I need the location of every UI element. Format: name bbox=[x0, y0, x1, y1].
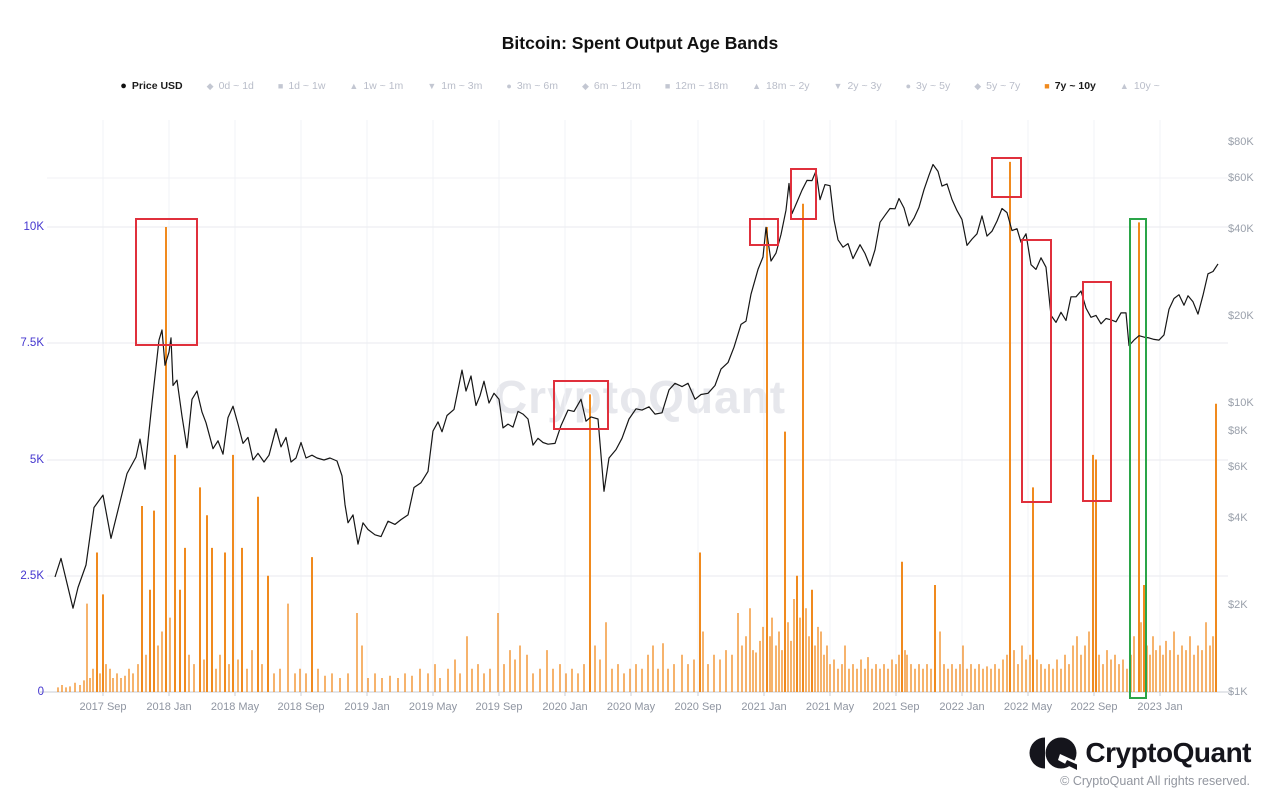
legend-marker-icon: ▲ bbox=[752, 80, 762, 91]
legend-item-1m-3m[interactable]: ▼ 1m ~ 3m bbox=[427, 80, 482, 92]
legend-marker-icon: ■ bbox=[1044, 80, 1050, 91]
legend-item-0d-1d[interactable]: ◆ 0d ~ 1d bbox=[207, 80, 254, 92]
left-axis-tick-label: 5K bbox=[29, 454, 44, 466]
legend-marker-icon: ▼ bbox=[427, 80, 437, 91]
copyright-text: © CryptoQuant All rights reserved. bbox=[1060, 774, 1250, 788]
red-annotation-box bbox=[1021, 239, 1052, 503]
red-annotation-box bbox=[135, 218, 198, 346]
legend-marker-icon: ◆ bbox=[206, 80, 214, 91]
right-axis-tick-label: $20K bbox=[1228, 310, 1254, 322]
legend-item-5y-7y[interactable]: ◆ 5y ~ 7y bbox=[974, 80, 1020, 92]
cryptoquant-logo-icon bbox=[1029, 737, 1078, 770]
x-axis-tick-label: 2020 May bbox=[606, 701, 656, 713]
legend-label: 7y ~ 10y bbox=[1054, 80, 1096, 92]
right-axis-tick-label: $10K bbox=[1228, 397, 1254, 409]
right-axis-tick-label: $8K bbox=[1228, 425, 1248, 437]
legend-label: 1m ~ 3m bbox=[441, 80, 483, 92]
legend-item-price-usd[interactable]: ● Price USD bbox=[120, 80, 182, 92]
red-annotation-box bbox=[991, 157, 1022, 198]
legend-label: 2y ~ 3y bbox=[847, 80, 882, 92]
legend-label: 10y ~ bbox=[1133, 80, 1160, 92]
right-axis-tick-label: $1K bbox=[1228, 686, 1248, 698]
x-axis-tick-label: 2018 Jan bbox=[146, 701, 192, 713]
x-axis-tick-label: 2022 Jan bbox=[939, 701, 985, 713]
x-axis-tick-label: 2022 May bbox=[1003, 701, 1053, 713]
legend-item-6m-12m[interactable]: ◆ 6m ~ 12m bbox=[582, 80, 641, 92]
legend-item-1d-1w[interactable]: ■ 1d ~ 1w bbox=[278, 80, 326, 92]
legend-label: 18m ~ 2y bbox=[766, 80, 810, 92]
legend-marker-icon: ▲ bbox=[349, 80, 359, 91]
green-annotation-box bbox=[1129, 218, 1147, 699]
left-axis-tick-label: 10K bbox=[23, 221, 44, 233]
legend-marker-icon: ▲ bbox=[1119, 80, 1129, 91]
legend-item-12m-18m[interactable]: ■ 12m ~ 18m bbox=[665, 80, 728, 92]
legend-label: 1w ~ 1m bbox=[363, 80, 404, 92]
left-axis-tick-label: 2.5K bbox=[20, 570, 44, 582]
x-axis-tick-label: 2021 Sep bbox=[872, 701, 920, 713]
red-annotation-box bbox=[790, 168, 817, 220]
spent-output-bars-large bbox=[96, 161, 1217, 692]
right-axis-tick-label: $40K bbox=[1228, 223, 1254, 235]
legend-label: 12m ~ 18m bbox=[675, 80, 729, 92]
logo-text: CryptoQuant bbox=[1085, 737, 1251, 768]
right-axis-tick-label: $60K bbox=[1228, 172, 1254, 184]
x-axis-tick-label: 2021 May bbox=[805, 701, 855, 713]
x-axis-tick-label: 2019 Sep bbox=[475, 701, 523, 713]
legend-marker-icon: ● bbox=[905, 80, 912, 91]
brand-footer: CryptoQuant bbox=[1029, 736, 1251, 770]
legend-marker-icon: ■ bbox=[277, 80, 284, 91]
left-axis-tick-label: 7.5K bbox=[20, 337, 44, 349]
x-axis-tick-label: 2019 Jan bbox=[344, 701, 390, 713]
legend-item-7y-10y[interactable]: ■ 7y ~ 10y bbox=[1044, 80, 1096, 92]
red-annotation-box bbox=[1082, 281, 1112, 502]
x-axis-tick-label: 2020 Jan bbox=[542, 701, 588, 713]
legend-label: 5y ~ 7y bbox=[986, 80, 1021, 92]
legend-item-3y-5y[interactable]: ● 3y ~ 5y bbox=[906, 80, 951, 92]
legend-item-18m-2y[interactable]: ▲ 18m ~ 2y bbox=[752, 80, 809, 92]
spent-output-bars-small bbox=[57, 599, 1214, 692]
legend-item-10y-[interactable]: ▲ 10y ~ bbox=[1120, 80, 1160, 92]
legend-marker-icon: ■ bbox=[664, 80, 671, 91]
legend-marker-icon: ▼ bbox=[833, 80, 843, 91]
x-axis-tick-label: 2018 Sep bbox=[277, 701, 325, 713]
legend-label: 1d ~ 1w bbox=[288, 80, 326, 92]
x-axis-tick-label: 2022 Sep bbox=[1070, 701, 1118, 713]
red-annotation-box bbox=[749, 218, 779, 246]
legend: ● Price USD ◆ 0d ~ 1d ■ 1d ~ 1w ▲ 1w ~ 1m ▼ 1m ~ … bbox=[0, 80, 1280, 92]
x-axis-tick-label: 2019 May bbox=[408, 701, 458, 713]
price-line bbox=[54, 163, 1219, 609]
red-annotation-box bbox=[553, 380, 609, 430]
legend-marker-icon: ● bbox=[120, 79, 127, 92]
legend-marker-icon: ◆ bbox=[974, 80, 982, 91]
legend-label: 6m ~ 12m bbox=[593, 80, 641, 92]
legend-marker-icon: ◆ bbox=[581, 80, 589, 91]
legend-label: 3m ~ 6m bbox=[516, 80, 558, 92]
right-axis-tick-label: $2K bbox=[1228, 599, 1248, 611]
x-axis-tick-label: 2021 Jan bbox=[741, 701, 787, 713]
legend-item-1w-1m[interactable]: ▲ 1w ~ 1m bbox=[349, 80, 403, 92]
x-axis-tick-label: 2017 Sep bbox=[79, 701, 127, 713]
right-axis-tick-label: $80K bbox=[1228, 136, 1254, 148]
legend-label: 0d ~ 1d bbox=[218, 80, 254, 92]
legend-item-2y-3y[interactable]: ▼ 2y ~ 3y bbox=[834, 80, 882, 92]
left-axis-tick-label: 0 bbox=[37, 686, 44, 698]
right-axis-tick-label: $4K bbox=[1228, 512, 1248, 524]
x-axis-tick-label: 2023 Jan bbox=[1137, 701, 1183, 713]
legend-label: Price USD bbox=[131, 80, 183, 92]
right-axis-tick-label: $6K bbox=[1228, 461, 1248, 473]
legend-label: 3y ~ 5y bbox=[916, 80, 951, 92]
page-title: Bitcoin: Spent Output Age Bands bbox=[501, 33, 779, 53]
legend-item-3m-6m[interactable]: ● 3m ~ 6m bbox=[506, 80, 558, 92]
x-axis-tick-label: 2018 May bbox=[210, 701, 260, 713]
x-axis-tick-label: 2020 Sep bbox=[674, 701, 722, 713]
legend-marker-icon: ● bbox=[506, 80, 512, 91]
